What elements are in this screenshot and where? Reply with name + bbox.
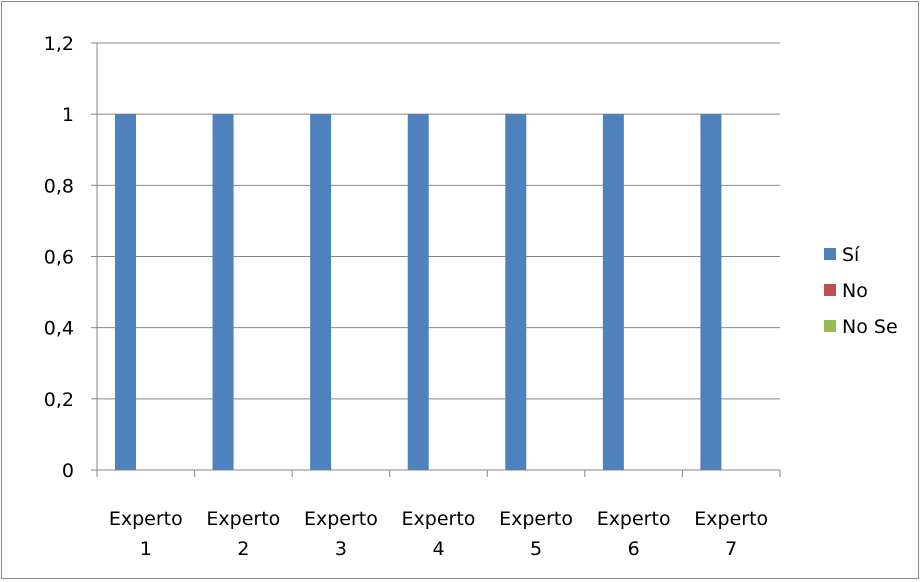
y-tick-label: 1 — [62, 104, 74, 126]
x-category-label: Experto — [597, 508, 671, 530]
x-category-label: 7 — [725, 538, 737, 560]
bar-sí — [407, 114, 429, 471]
legend-label: No Se — [842, 316, 898, 338]
x-category-label: 2 — [237, 538, 249, 560]
axis-labels: 0 0,2 0,4 0,6 0,8 1 1,2 Experto 1 Experto 2 Experto… — [44, 33, 768, 560]
x-category-label: Experto — [109, 508, 183, 530]
x-category-label: Experto — [694, 508, 768, 530]
legend-swatch — [824, 284, 836, 296]
y-tick-label: 1,2 — [44, 33, 74, 55]
gridlines — [97, 42, 780, 400]
x-category-label: 3 — [335, 538, 347, 560]
legend: Sí No No Se — [824, 244, 898, 338]
bar-sí — [700, 114, 722, 471]
legend-label: Sí — [842, 244, 860, 266]
y-tick-label: 0,4 — [44, 318, 74, 340]
bar-sí — [602, 114, 624, 471]
legend-label: No — [842, 280, 868, 302]
x-category-label: Experto — [402, 508, 476, 530]
x-category-label: Experto — [206, 508, 280, 530]
legend-swatch — [824, 320, 836, 332]
y-tick-label: 0,6 — [44, 247, 74, 269]
x-category-label: 6 — [628, 538, 640, 560]
x-category-label: 4 — [432, 538, 444, 560]
x-category-label: Experto — [499, 508, 573, 530]
legend-swatch — [824, 248, 836, 260]
x-category-label: 1 — [140, 538, 152, 560]
y-tick-label: 0,2 — [44, 389, 74, 411]
y-tick-label: 0,8 — [44, 175, 74, 197]
x-category-label: 5 — [530, 538, 542, 560]
x-category-label: Experto — [304, 508, 378, 530]
bar-sí — [505, 114, 527, 471]
bar-sí — [212, 114, 234, 471]
bars — [115, 114, 722, 471]
bar-sí — [310, 114, 332, 471]
axes — [91, 42, 781, 477]
y-tick-label: 0 — [62, 460, 74, 482]
bar-sí — [115, 114, 136, 471]
